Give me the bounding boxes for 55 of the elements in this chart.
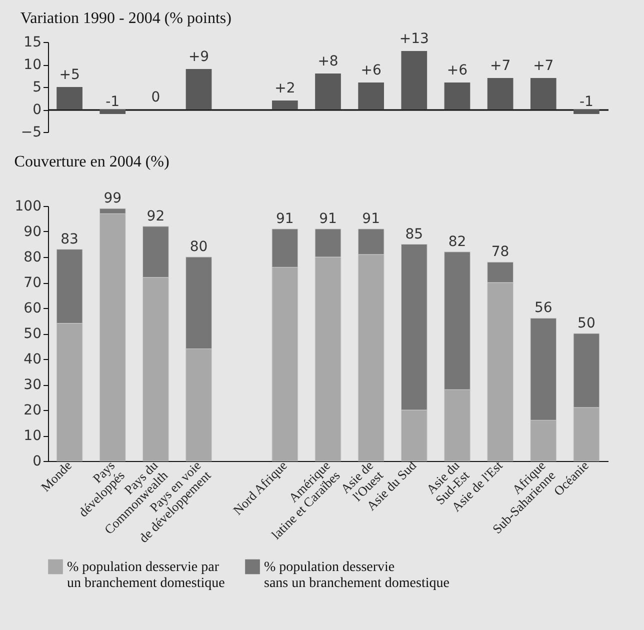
bar <box>444 82 470 110</box>
data-label: +13 <box>399 31 429 47</box>
bar <box>186 69 212 110</box>
chart-title: Variation 1990 - 2004 (% points) <box>20 10 232 27</box>
total-label: 99 <box>104 190 122 207</box>
y-tick-label: 80 <box>24 250 42 266</box>
y-tick-label: 100 <box>14 198 42 214</box>
bar <box>272 100 298 110</box>
chart-title: Couverture en 2004 (%) <box>14 154 170 171</box>
total-label: 91 <box>319 210 337 227</box>
total-label: 80 <box>190 239 208 255</box>
data-label: +8 <box>318 54 338 70</box>
bar <box>315 74 341 110</box>
data-label: +7 <box>533 58 554 74</box>
y-tick-label: 5 <box>32 80 42 96</box>
bar <box>530 78 556 110</box>
data-label: 0 <box>151 90 160 106</box>
bar <box>358 82 384 110</box>
total-label: 91 <box>362 210 380 227</box>
total-label: 92 <box>146 208 165 224</box>
data-label: +5 <box>59 67 80 83</box>
total-label: 78 <box>491 244 510 260</box>
y-tick-label: −5 <box>20 124 42 140</box>
y-tick-label: 0 <box>32 454 42 470</box>
y-tick-label: 20 <box>24 402 42 418</box>
y-tick-label: 60 <box>24 300 42 316</box>
y-tick-label: 30 <box>24 377 42 393</box>
y-tick-label: 10 <box>24 428 42 444</box>
y-tick-label: 15 <box>24 34 42 50</box>
data-label: +9 <box>188 49 210 65</box>
y-tick-label: 40 <box>24 352 42 368</box>
bar <box>100 110 126 114</box>
y-tick-label: 50 <box>24 326 42 342</box>
bar <box>401 51 428 110</box>
bar <box>574 110 600 114</box>
bar <box>56 87 82 110</box>
total-label: 83 <box>60 231 78 248</box>
y-tick-label: 0 <box>32 102 42 118</box>
total-label: 50 <box>578 316 596 332</box>
total-label: 82 <box>448 234 466 250</box>
data-label: +6 <box>446 62 468 78</box>
total-label: 85 <box>405 226 424 242</box>
data-label: -1 <box>106 94 120 110</box>
data-label: +7 <box>490 58 511 74</box>
y-tick-label: 90 <box>24 224 42 240</box>
total-label: 56 <box>534 300 552 316</box>
data-label: +6 <box>360 62 382 78</box>
y-tick-label: 10 <box>24 57 42 73</box>
y-tick-label: 70 <box>24 275 42 291</box>
data-label: +2 <box>274 80 296 96</box>
legend-label: % population desservie par un branchement domestique <box>67 560 225 591</box>
data-label: -1 <box>579 94 594 110</box>
total-label: 91 <box>276 210 294 227</box>
legend-label: % population desservie sans un branchement domestique <box>264 560 450 591</box>
bar <box>487 78 514 110</box>
